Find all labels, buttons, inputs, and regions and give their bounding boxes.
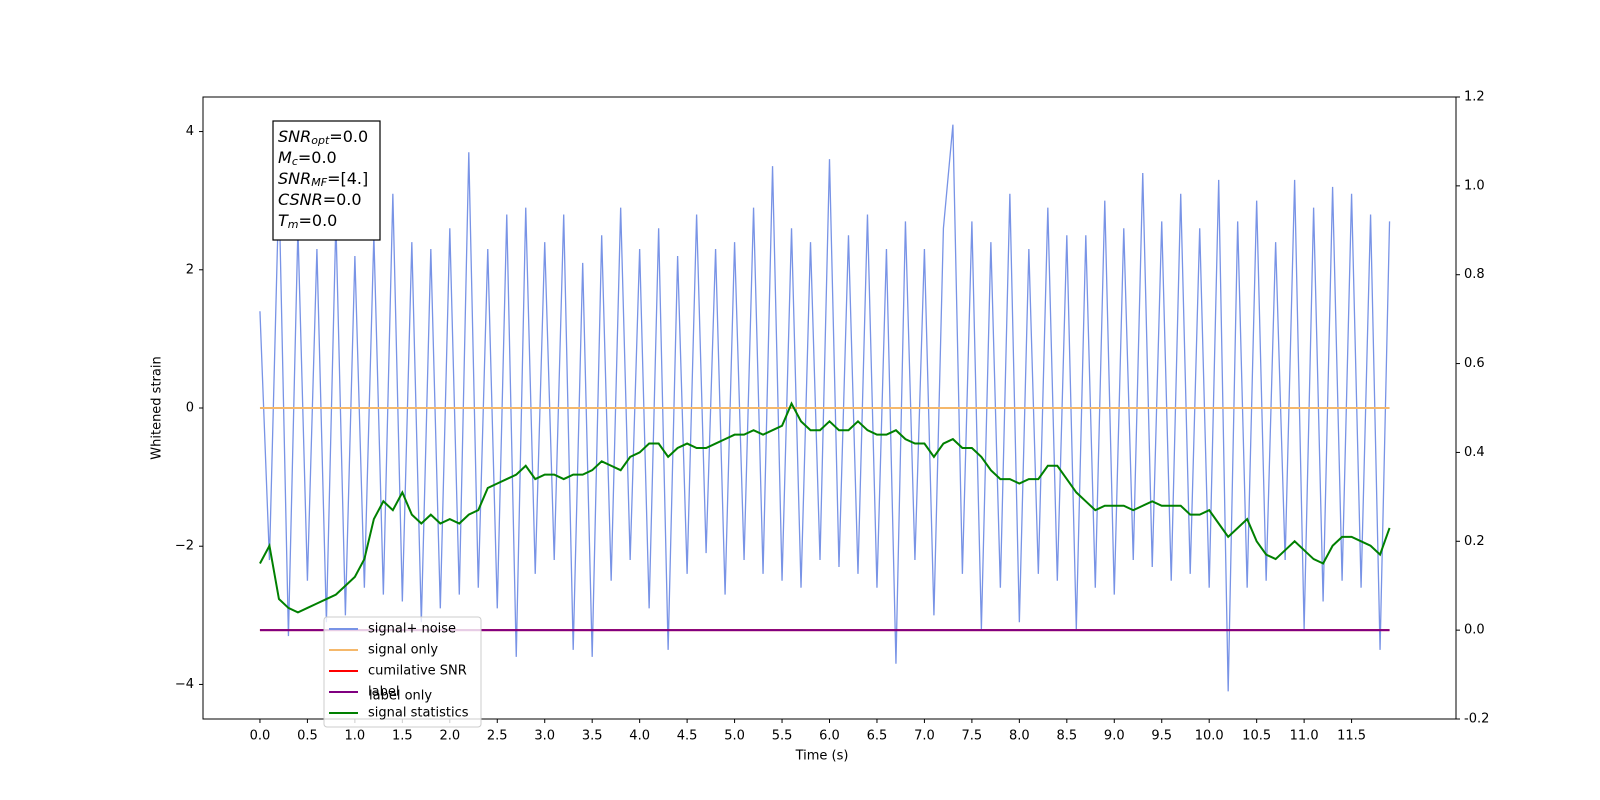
x-tick-label: 2.0 bbox=[439, 729, 460, 744]
info-value: =0.0 bbox=[298, 148, 337, 167]
x-tick-label: 11.0 bbox=[1290, 729, 1319, 744]
x-tick-label: 10.0 bbox=[1195, 729, 1224, 744]
legend-label: signal statistics bbox=[368, 706, 469, 721]
x-tick-label: 7.5 bbox=[962, 729, 983, 744]
x-tick-label: 3.0 bbox=[534, 729, 555, 744]
y2-tick-label: 0.8 bbox=[1464, 267, 1485, 282]
info-symbol: CSNR bbox=[278, 190, 323, 209]
info-line: SNRopt=0.0 bbox=[278, 127, 368, 148]
y-tick-label: 4 bbox=[186, 124, 194, 139]
series-line bbox=[259, 124, 1391, 692]
y2-tick-label: 1.0 bbox=[1464, 178, 1485, 193]
x-tick-label: 9.0 bbox=[1104, 729, 1125, 744]
x-tick-label: 4.0 bbox=[629, 729, 650, 744]
x-tick-label: 8.5 bbox=[1056, 729, 1077, 744]
legend-label: signal only bbox=[368, 643, 438, 658]
x-axis-label: Time (s) bbox=[795, 749, 849, 764]
info-symbol: SNR bbox=[278, 127, 311, 146]
info-symbol: T bbox=[278, 211, 289, 230]
y-tick-label: −4 bbox=[175, 677, 194, 692]
x-tick-label: 7.0 bbox=[914, 729, 935, 744]
x-tick-label: 1.0 bbox=[345, 729, 366, 744]
legend-box bbox=[323, 616, 482, 728]
info-symbol: SNR bbox=[278, 169, 311, 188]
info-line: Mc=0.0 bbox=[278, 148, 337, 169]
y2-tick-label: 1.2 bbox=[1464, 90, 1485, 105]
info-value: =[4.] bbox=[327, 169, 368, 188]
info-value: =0.0 bbox=[299, 211, 338, 230]
y2-tick-label: 0.2 bbox=[1464, 534, 1485, 549]
x-tick-label: 6.5 bbox=[867, 729, 888, 744]
x-tick-label: 4.5 bbox=[677, 729, 698, 744]
info-value: =0.0 bbox=[323, 190, 362, 209]
legend-label: label bbox=[368, 685, 399, 700]
x-tick-label: 8.0 bbox=[1009, 729, 1030, 744]
legend-label: cumilative SNR bbox=[368, 664, 467, 679]
x-tick-label: 2.5 bbox=[487, 729, 508, 744]
x-tick-label: 0.0 bbox=[250, 729, 271, 744]
y-tick-label: 2 bbox=[186, 262, 194, 277]
info-symbol: M bbox=[278, 148, 292, 167]
y-tick-label: 0 bbox=[186, 401, 194, 416]
y2-tick-label: 0.4 bbox=[1464, 445, 1485, 460]
x-tick-label: 5.0 bbox=[724, 729, 745, 744]
x-tick-label: 10.5 bbox=[1242, 729, 1271, 744]
y2-tick-label: -0.2 bbox=[1464, 712, 1489, 727]
info-subscript: m bbox=[288, 218, 299, 231]
x-tick-label: 0.5 bbox=[297, 729, 318, 744]
x-tick-label: 6.0 bbox=[819, 729, 840, 744]
info-line: CSNR=0.0 bbox=[278, 190, 362, 209]
series-line bbox=[259, 401, 1391, 614]
x-tick-label: 1.5 bbox=[392, 729, 413, 744]
legend-label: signal+ noise bbox=[368, 622, 456, 637]
x-tick-label: 11.5 bbox=[1337, 729, 1366, 744]
info-line: Tm=0.0 bbox=[278, 211, 337, 232]
x-tick-label: 5.5 bbox=[772, 729, 793, 744]
x-tick-label: 9.5 bbox=[1151, 729, 1172, 744]
info-line: SNRMF=[4.] bbox=[278, 169, 368, 190]
y-axis-label: Whitened strain bbox=[150, 356, 165, 459]
info-subscript: c bbox=[292, 155, 298, 168]
y2-tick-label: 0.0 bbox=[1464, 623, 1485, 638]
info-value: =0.0 bbox=[329, 127, 368, 146]
axes-frame bbox=[202, 96, 1457, 720]
legend-overlay-text: label only bbox=[369, 689, 432, 704]
info-box bbox=[272, 120, 381, 241]
y-tick-label: −2 bbox=[175, 539, 194, 554]
x-tick-label: 3.5 bbox=[582, 729, 603, 744]
info-subscript: opt bbox=[311, 134, 330, 147]
y2-tick-label: 0.6 bbox=[1464, 356, 1485, 371]
info-subscript: MF bbox=[311, 176, 327, 189]
